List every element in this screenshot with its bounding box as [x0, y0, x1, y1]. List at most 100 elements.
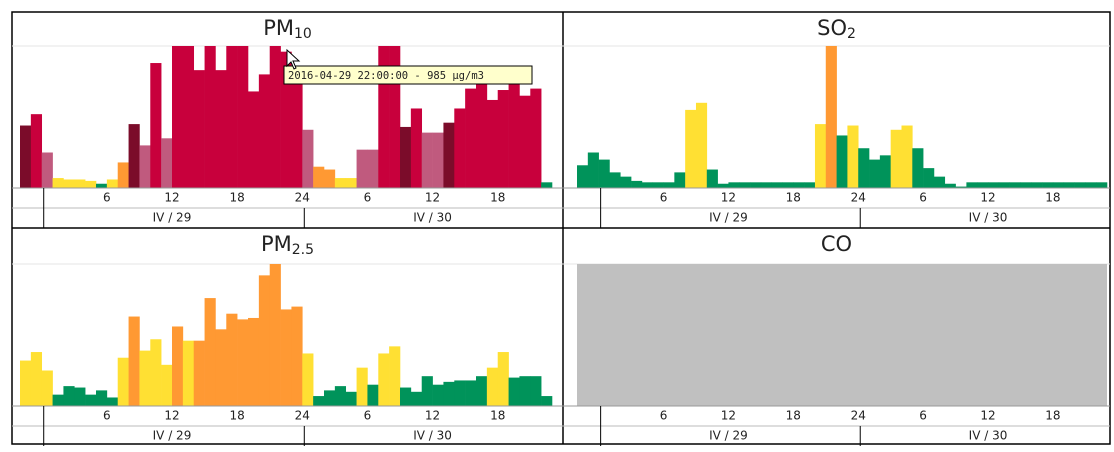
bar — [486, 367, 499, 406]
x-tick-label: 6 — [660, 409, 668, 423]
bar — [432, 132, 444, 188]
bar — [497, 352, 509, 406]
x-tick-label: 18 — [786, 409, 801, 423]
bar — [476, 376, 488, 406]
bar — [182, 46, 195, 188]
bar — [193, 70, 205, 188]
bar — [508, 74, 520, 188]
x-tick-label: 18 — [230, 191, 245, 205]
bar — [486, 99, 499, 188]
bar — [497, 90, 509, 188]
bar — [541, 396, 553, 406]
bar — [804, 182, 816, 188]
x-tick-label: 12 — [425, 191, 440, 205]
title-text: PM — [261, 232, 292, 256]
bar — [530, 88, 542, 188]
day-label: IV / 29 — [153, 429, 192, 443]
bar — [858, 148, 870, 188]
bar — [1096, 182, 1108, 188]
bar — [912, 148, 924, 188]
bar — [150, 63, 162, 188]
bar — [204, 298, 216, 406]
bar — [631, 180, 643, 188]
bar — [378, 353, 390, 406]
bar — [237, 46, 249, 188]
bar — [966, 182, 978, 188]
bar — [172, 46, 184, 188]
bar — [739, 182, 751, 188]
bar — [1085, 182, 1097, 188]
bar — [1074, 182, 1086, 188]
bar — [1063, 182, 1075, 188]
bar — [814, 124, 827, 188]
panel-title: PM2.5 — [261, 232, 314, 258]
day-label: IV / 30 — [969, 211, 1008, 225]
bar — [685, 109, 697, 188]
bar — [530, 376, 542, 406]
bar — [313, 166, 325, 188]
bar — [291, 306, 303, 406]
bar — [879, 155, 891, 188]
bar — [410, 391, 423, 406]
x-tick-label: 6 — [103, 191, 111, 205]
no-data-area — [577, 264, 1107, 406]
bar — [443, 381, 455, 406]
bar — [161, 138, 173, 188]
x-tick-label: 6 — [919, 191, 927, 205]
bar — [890, 129, 902, 188]
bar — [432, 384, 444, 406]
title-subscript: 10 — [294, 26, 312, 42]
x-tick-label: 12 — [164, 191, 179, 205]
bar — [52, 394, 64, 406]
x-tick-label: 12 — [721, 409, 736, 423]
bar — [400, 387, 412, 406]
x-tick-label: 6 — [919, 409, 927, 423]
x-tick-label: 12 — [980, 409, 995, 423]
cursor — [286, 48, 301, 70]
bar — [128, 316, 140, 406]
bar — [74, 179, 86, 188]
title-text: PM — [263, 16, 294, 40]
bar — [280, 309, 292, 406]
bar — [30, 114, 43, 188]
bar — [771, 182, 783, 188]
bar — [345, 391, 357, 406]
bar — [760, 182, 772, 188]
bar — [334, 386, 347, 406]
bar — [577, 165, 589, 188]
bar — [587, 152, 599, 188]
bar — [74, 387, 86, 406]
bar — [20, 360, 32, 406]
bar — [421, 132, 433, 188]
bar — [117, 357, 129, 406]
bar — [324, 169, 336, 188]
bar — [476, 67, 488, 188]
bar — [248, 317, 260, 406]
bar — [334, 178, 347, 188]
bar — [313, 396, 325, 406]
bar — [465, 88, 477, 188]
bar — [410, 108, 423, 188]
day-label: IV / 30 — [969, 429, 1008, 443]
bar — [280, 51, 292, 189]
bar — [454, 108, 466, 188]
x-tick-label: 6 — [103, 409, 111, 423]
title-subscript: 2 — [847, 26, 856, 42]
bar — [41, 370, 53, 406]
x-tick-label: 18 — [786, 191, 801, 205]
bar — [508, 377, 520, 406]
bar — [674, 172, 686, 188]
bar — [302, 353, 314, 406]
x-tick-label: 12 — [980, 191, 995, 205]
bar — [955, 186, 967, 188]
x-tick-label: 18 — [490, 409, 505, 423]
x-tick-label: 18 — [230, 409, 245, 423]
bar — [41, 152, 53, 188]
bar — [356, 149, 368, 188]
bar — [204, 46, 216, 188]
bar — [717, 183, 729, 188]
tooltip-box — [283, 65, 533, 85]
bar — [128, 124, 140, 188]
x-tick-label: 24 — [295, 191, 310, 205]
